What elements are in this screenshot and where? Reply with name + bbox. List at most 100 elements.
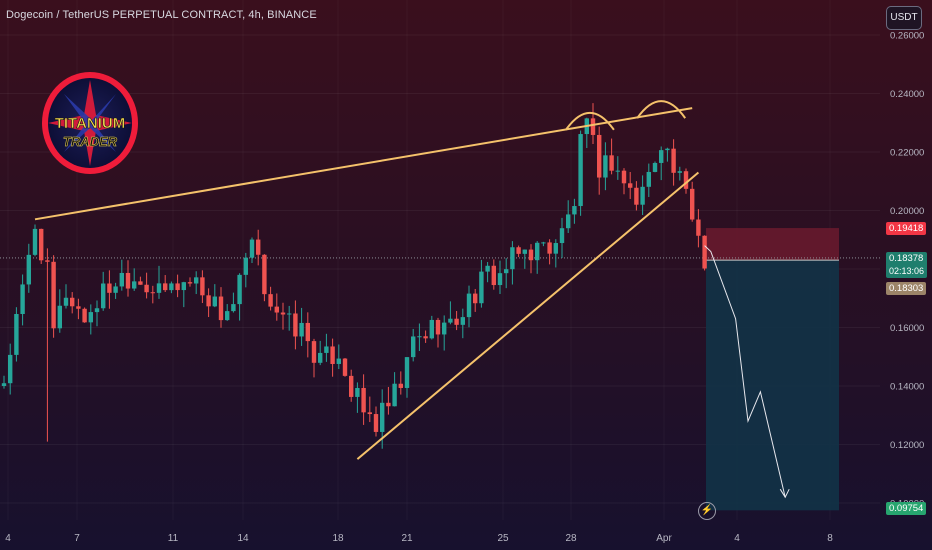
candle-body	[640, 186, 645, 205]
candle	[187, 277, 193, 287]
candle	[70, 292, 75, 314]
candle-body	[615, 170, 620, 172]
candle	[541, 241, 546, 247]
price-tick-label: 0.20000	[890, 206, 924, 217]
candle	[361, 374, 366, 425]
candle	[225, 304, 230, 321]
candle-body	[442, 322, 447, 335]
candle-body	[572, 206, 577, 215]
logo-text-bottom: TRADER	[63, 134, 118, 149]
candle	[324, 333, 329, 362]
candle	[628, 171, 633, 199]
candle	[150, 285, 155, 304]
candle	[175, 274, 180, 298]
candle-body	[249, 239, 255, 258]
chart-annotations	[34, 100, 790, 499]
candle-body	[299, 322, 304, 337]
candle	[336, 344, 341, 369]
candle-body	[652, 162, 658, 172]
candle	[293, 300, 298, 350]
bar-countdown: 02:13:06	[889, 266, 925, 276]
candle	[144, 272, 149, 299]
candle	[634, 181, 639, 211]
candle	[621, 168, 627, 195]
candle	[516, 245, 521, 258]
candle-body	[690, 188, 695, 220]
entry-price-label: 0.18303	[886, 282, 927, 295]
candle-body	[349, 375, 354, 397]
candle-body	[20, 284, 25, 314]
candle-body	[417, 336, 422, 338]
candle	[181, 281, 186, 308]
candle	[138, 276, 143, 285]
candle	[194, 271, 199, 295]
candle-body	[14, 313, 19, 355]
candle	[491, 259, 496, 290]
candle-body	[225, 311, 230, 321]
candle-body	[373, 414, 379, 432]
candle-body	[26, 254, 31, 285]
upper-trendline	[34, 107, 693, 221]
candle-body	[76, 306, 81, 309]
candle	[256, 229, 261, 266]
candle	[392, 372, 397, 407]
candle	[212, 284, 217, 308]
candle	[448, 301, 453, 325]
candle-body	[175, 283, 180, 291]
candle	[342, 357, 348, 377]
candle-body	[522, 249, 527, 254]
candle	[535, 241, 540, 274]
candle	[305, 312, 310, 358]
candle-body	[603, 155, 608, 178]
candle-body	[547, 242, 552, 254]
currency-button[interactable]: USDT	[886, 6, 922, 30]
time-tick-label: 11	[168, 533, 179, 544]
time-axis: 4 7 11 14 18 21 25 28 Apr 4 8	[5, 533, 833, 544]
time-tick-label: 8	[827, 533, 833, 544]
candle-body	[187, 282, 193, 284]
candle	[640, 175, 645, 215]
candle-body	[237, 274, 242, 305]
candle-body	[262, 254, 267, 295]
candle	[528, 244, 534, 274]
candle-body	[293, 313, 298, 337]
candle	[522, 249, 527, 269]
candle-body	[671, 148, 676, 173]
candle	[45, 248, 50, 442]
candle-body	[287, 313, 292, 315]
candle-body	[466, 293, 472, 318]
candle	[665, 147, 670, 162]
candle	[125, 260, 131, 297]
candle-body	[70, 297, 75, 307]
candle-body	[491, 265, 496, 286]
candle-body	[578, 134, 583, 207]
candle-body	[318, 352, 323, 363]
lower-trendline	[356, 171, 700, 460]
candle	[429, 315, 434, 340]
candle	[311, 338, 317, 378]
candle	[417, 323, 422, 352]
lightning-icon[interactable]: ⚡	[698, 502, 716, 520]
candle	[88, 304, 93, 335]
candle-body	[683, 171, 689, 189]
candle-body	[460, 317, 465, 325]
candle-body	[138, 281, 143, 285]
candle	[609, 138, 614, 175]
candle-body	[336, 358, 341, 364]
candle-body	[454, 318, 459, 325]
candle	[460, 308, 465, 339]
candle	[26, 243, 31, 293]
candle-body	[243, 257, 248, 275]
candle	[547, 239, 552, 265]
candle	[373, 406, 379, 437]
candle-body	[497, 273, 503, 286]
candle	[132, 268, 137, 291]
time-tick-label: 4	[734, 533, 740, 544]
candle	[559, 217, 565, 259]
candle-body	[324, 346, 329, 353]
candle-body	[57, 305, 62, 329]
candle-body	[541, 242, 546, 244]
candle	[690, 181, 695, 222]
candle	[504, 258, 509, 289]
